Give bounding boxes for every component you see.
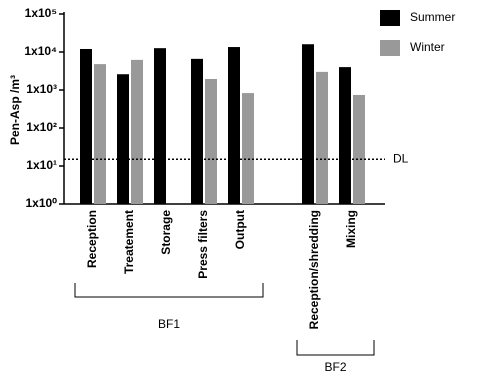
y-axis-label: Pen-Asp /m³ <box>8 75 22 145</box>
y-tick-label: 1x10³ <box>26 82 57 96</box>
bar <box>353 94 365 204</box>
bar <box>228 47 240 204</box>
x-tick-label: Reception/shredding <box>307 210 321 329</box>
group-label: BF2 <box>324 360 346 374</box>
legend-swatch <box>380 40 400 56</box>
legend-label: Summer <box>410 10 455 24</box>
bar <box>94 64 106 205</box>
y-tick-label: 1x10⁵ <box>25 6 57 20</box>
group-bracket <box>296 340 375 356</box>
reference-label: DL <box>393 151 409 165</box>
y-tick-label: 1x10⁰ <box>25 196 57 210</box>
x-tick-label: Treatement <box>122 210 136 274</box>
bar <box>131 59 143 204</box>
group-bracket <box>74 283 264 298</box>
bar <box>339 67 351 204</box>
bar <box>242 93 254 204</box>
bar <box>117 74 129 204</box>
bar <box>316 71 328 205</box>
y-tick-label: 1x10¹ <box>26 158 57 172</box>
legend-swatch <box>380 10 400 26</box>
bar <box>191 58 203 204</box>
x-tick-label: Output <box>233 210 247 249</box>
x-tick-label: Storage <box>159 210 173 255</box>
bar <box>205 78 217 204</box>
x-tick-label: Press filters <box>196 210 210 279</box>
bar <box>80 48 92 204</box>
y-tick-label: 1x10² <box>26 120 57 134</box>
x-tick-label: Mixing <box>344 210 358 248</box>
bar <box>302 44 314 204</box>
legend-label: Winter <box>410 40 445 54</box>
group-label: BF1 <box>158 317 180 331</box>
y-tick-label: 1x10⁴ <box>24 44 57 58</box>
x-tick-label: Reception <box>85 210 99 268</box>
bar <box>154 48 166 205</box>
